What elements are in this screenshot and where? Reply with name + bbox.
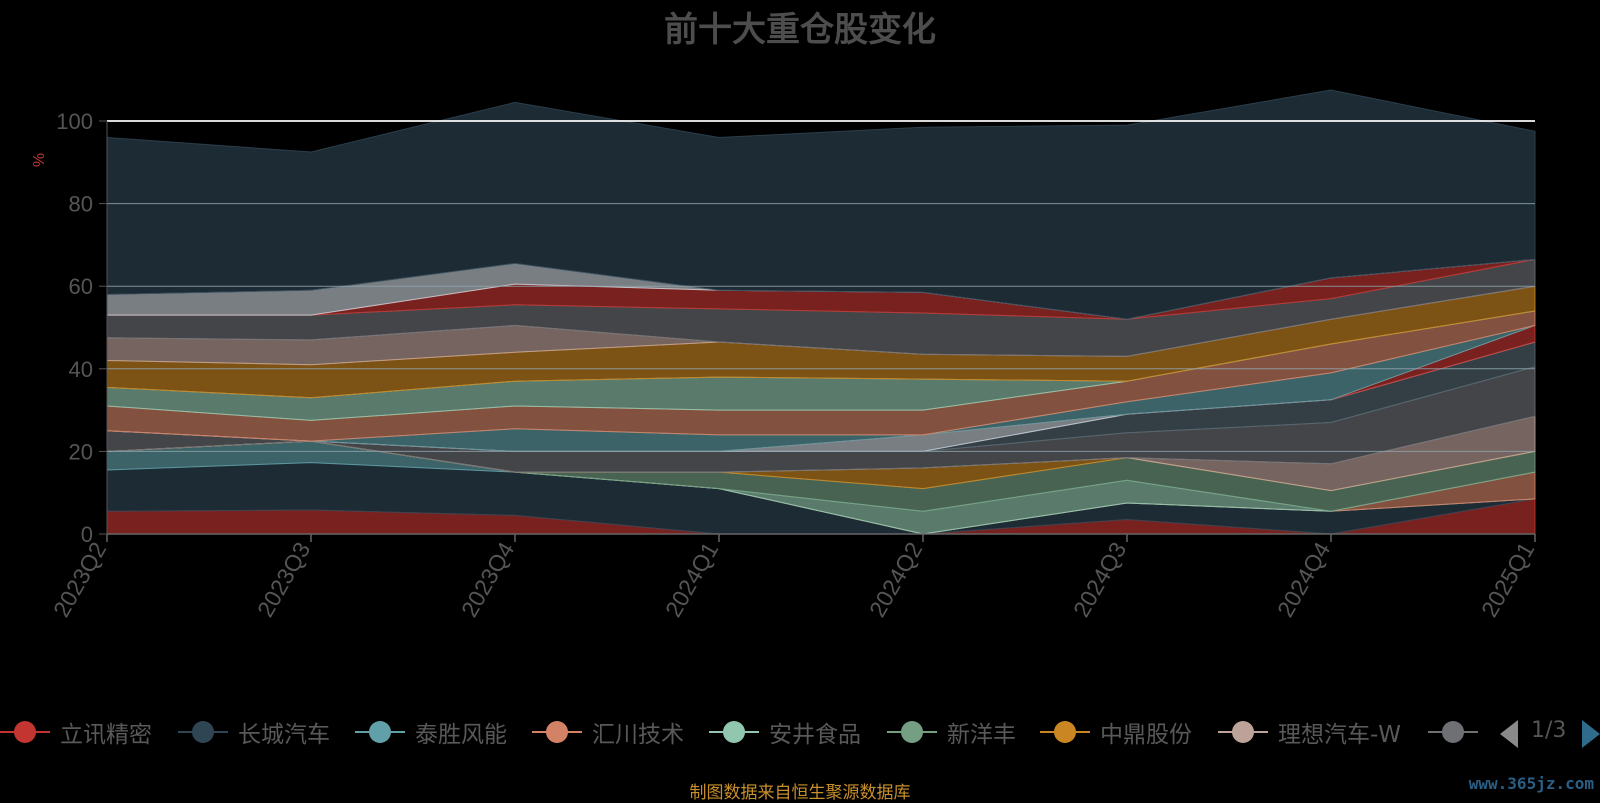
legend-marker-icon xyxy=(1040,712,1090,752)
legend-item[interactable] xyxy=(1428,712,1478,752)
legend-marker-icon xyxy=(178,712,228,752)
legend-marker-icon xyxy=(709,712,759,752)
x-tick-label: 2023Q4 xyxy=(456,537,520,621)
y-tick-label: 0 xyxy=(81,522,93,547)
legend-label: 立讯精密 xyxy=(60,722,152,748)
legend-marker-icon xyxy=(0,712,50,752)
watermark: www.365jz.com xyxy=(1468,774,1594,793)
previous-page-icon[interactable] xyxy=(1500,720,1518,748)
legend-item[interactable]: 中鼎股份 xyxy=(1040,712,1192,752)
legend-marker-icon xyxy=(1218,712,1268,752)
next-page-icon[interactable] xyxy=(1582,720,1600,748)
series-area-21[interactable] xyxy=(106,89,1536,320)
x-tick-label: 2025Q1 xyxy=(1476,538,1539,622)
legend-page-indicator: 1/3 xyxy=(1531,718,1567,743)
y-tick-label: 100 xyxy=(56,109,93,134)
legend-item[interactable]: 新洋丰 xyxy=(887,712,1016,752)
x-tick-label: 2024Q2 xyxy=(864,538,927,622)
legend-marker-icon xyxy=(355,712,405,752)
legend: 立讯精密 长城汽车 泰胜风能 汇川技术 安井食品 新洋丰 中鼎股份 理想汽车-W xyxy=(0,712,1600,752)
legend-label: 中鼎股份 xyxy=(1100,722,1192,748)
legend-label: 安井食品 xyxy=(769,722,861,748)
source-note: 制图数据来自恒生聚源数据库 xyxy=(689,783,911,803)
legend-label: 理想汽车-W xyxy=(1278,722,1402,748)
legend-item[interactable]: 立讯精密 xyxy=(0,712,152,752)
y-tick-label: 20 xyxy=(69,439,93,464)
grid-lines xyxy=(107,120,1535,452)
y-axis-label: % xyxy=(31,153,48,167)
legend-marker-icon xyxy=(532,712,582,752)
legend-item[interactable]: 安井食品 xyxy=(709,712,861,752)
x-tick-label: 2024Q3 xyxy=(1068,538,1131,622)
area-series-group xyxy=(106,89,1536,535)
legend-item[interactable]: 理想汽车-W xyxy=(1218,712,1401,752)
y-tick-label: 80 xyxy=(69,192,93,217)
y-tick-label: 40 xyxy=(69,357,93,382)
legend-marker-icon xyxy=(887,712,937,752)
chart-title: 前十大重仓股变化 xyxy=(664,10,936,50)
legend-label: 泰胜风能 xyxy=(415,722,507,748)
legend-label: 新洋丰 xyxy=(947,722,1016,748)
y-tick-label: 60 xyxy=(69,274,93,299)
x-tick-label: 2024Q4 xyxy=(1272,537,1336,621)
x-tick-label: 2023Q3 xyxy=(252,538,315,622)
legend-label: 汇川技术 xyxy=(592,722,684,748)
legend-marker-icon xyxy=(1428,712,1478,752)
x-tick-label: 2024Q1 xyxy=(660,538,723,622)
legend-item[interactable]: 汇川技术 xyxy=(532,712,684,752)
x-tick-label: 2023Q2 xyxy=(48,538,111,622)
legend-label: 长城汽车 xyxy=(238,722,330,748)
stacked-area-chart: 0 20 40 60 80 100 2023Q2 2023Q3 2023Q4 2024Q1 2024… xyxy=(31,89,1539,622)
legend-item[interactable]: 泰胜风能 xyxy=(355,712,507,752)
legend-item[interactable]: 长城汽车 xyxy=(178,712,330,752)
legend-pager: 1/3 xyxy=(1500,712,1600,752)
